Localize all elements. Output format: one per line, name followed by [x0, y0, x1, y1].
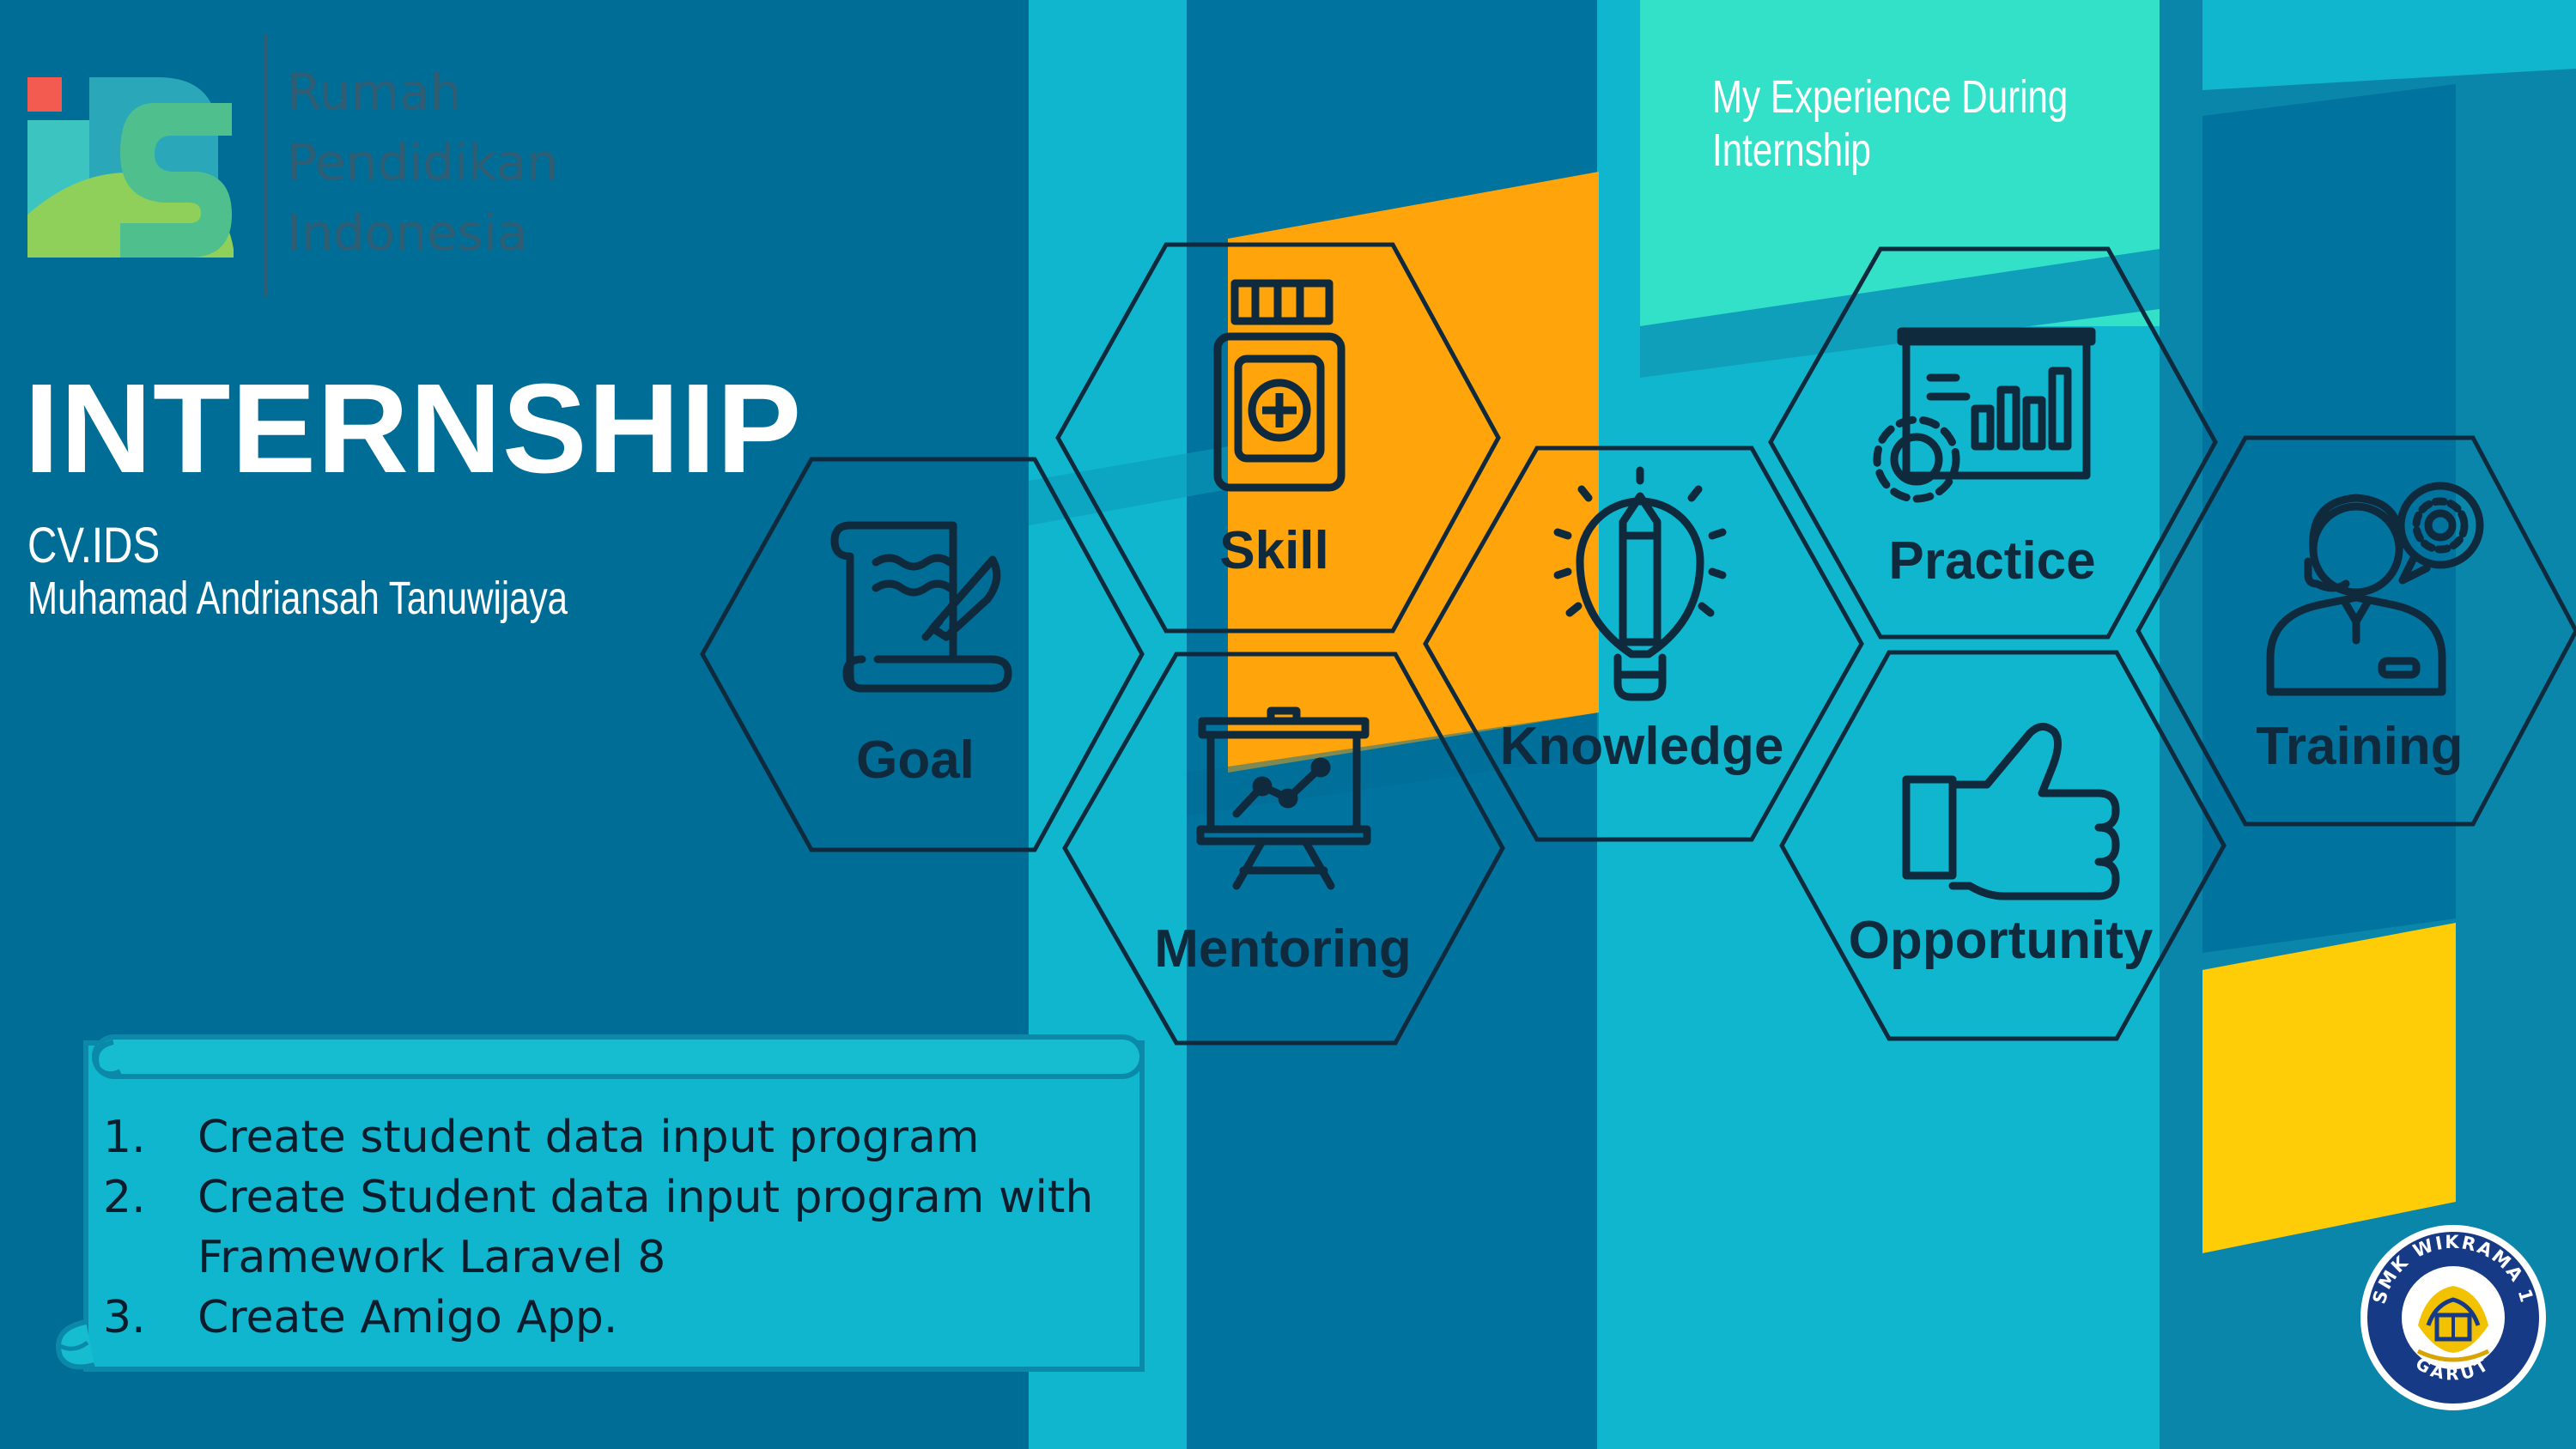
- list-item: 1. Create student data input program: [96, 1107, 1127, 1167]
- thumbs-up-icon: [1902, 723, 2120, 900]
- task-list: 1. Create student data input program 2. …: [96, 1107, 1127, 1348]
- scroll-banner: [56, 1034, 1145, 1372]
- dashboard-gear-icon: [1873, 327, 2096, 503]
- right-top-band: [2202, 0, 2576, 90]
- list-item-number: 1.: [103, 1112, 146, 1163]
- page-title: INTERNSHIP: [24, 358, 803, 500]
- lightbulb-pencil-icon: [1553, 466, 1727, 701]
- diagonal-band: [1029, 446, 1228, 525]
- subtitle-line-1: My Experience During: [1712, 71, 2069, 123]
- list-item-text: Create Student data input program with: [197, 1172, 1094, 1223]
- logo-divider: [264, 34, 268, 297]
- hex-label-skill: Skill: [1219, 521, 1329, 580]
- mint-panel-shadow: [1640, 249, 2160, 378]
- company-name: CV.IDS: [27, 518, 161, 573]
- strip-divider: [2160, 0, 2202, 1449]
- list-item-text: Create student data input program: [197, 1112, 980, 1163]
- hexagon-skill: [1055, 242, 1501, 634]
- medicine-jar-icon: [1213, 279, 1346, 492]
- hexagon-practice: [1768, 246, 2218, 640]
- school-badge: SMK WIKRAMA 1 GARUT: [2360, 1225, 2546, 1410]
- scroll-quill-icon: [830, 521, 1012, 693]
- list-item-number: 3.: [103, 1292, 146, 1343]
- hexagon-grid: [700, 242, 2576, 1046]
- hexagon-goal: [700, 457, 1145, 852]
- list-item-text-continued: Framework Laravel 8: [197, 1232, 666, 1283]
- hex-label-opportunity: Opportunity: [1848, 911, 2154, 970]
- hexagon-training: [2136, 435, 2576, 827]
- list-item: 2. Create Student data input program wit…: [96, 1167, 1127, 1288]
- hexagon-mentoring: [1062, 652, 1505, 1046]
- subtitle: My Experience During Internship: [1712, 70, 2114, 177]
- logo-text: Rumah Pendidikan Indonesia: [287, 57, 558, 268]
- ids-logo-mark: IDS: [27, 77, 234, 258]
- list-item: 3. Create Amigo App.: [96, 1288, 1127, 1348]
- logo-line-2: Pendidikan: [287, 133, 559, 191]
- hex-label-mentoring: Mentoring: [1154, 919, 1412, 979]
- hex-label-practice: Practice: [1888, 531, 2096, 591]
- hex-label-knowledge: Knowledge: [1499, 717, 1784, 776]
- author-name: Muhamad Andriansah Tanuwijaya: [27, 573, 568, 624]
- logo-line-3: Indonesia: [287, 203, 528, 262]
- presentation-chart-icon: [1196, 706, 1371, 890]
- subtitle-line-2: Internship: [1712, 124, 1871, 176]
- yellow-panel: [2202, 923, 2456, 1253]
- hex-label-training: Training: [2256, 717, 2464, 776]
- hexagon-knowledge: [1423, 446, 1864, 842]
- logo: IDS: [26, 34, 627, 309]
- list-item-text: Create Amigo App.: [197, 1292, 618, 1343]
- hexagon-opportunity: [1779, 650, 2227, 1041]
- trainer-person-icon: [2266, 482, 2484, 696]
- badge-emblem-icon: [2416, 1286, 2490, 1362]
- logo-line-1: Rumah: [287, 63, 462, 121]
- list-item-number: 2.: [103, 1172, 146, 1223]
- hex-label-goal: Goal: [856, 731, 975, 790]
